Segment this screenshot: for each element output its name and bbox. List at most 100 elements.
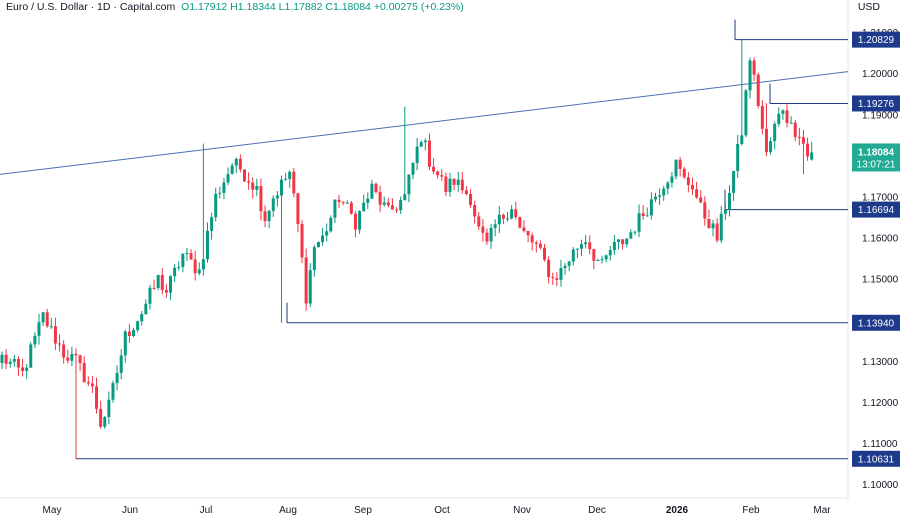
candle-body [197,269,201,274]
candle-body [107,399,111,418]
candle-body [777,113,781,124]
candle-body [748,60,752,91]
candle-body [633,231,637,233]
current-price-tag [852,143,900,172]
candle-body [304,257,308,304]
candle-body [4,354,8,364]
candle-body [695,189,699,198]
candle-body [70,353,74,361]
candle-body [649,199,653,216]
candle-body [370,183,374,199]
candle-body [86,382,90,384]
candle-body [485,232,489,242]
candle-body [185,252,189,254]
candle-body [493,224,497,228]
candle-body [608,250,612,256]
candle-body [625,238,629,245]
x-tick-label: Oct [434,505,450,515]
y-tick-label: 1.19000 [862,110,899,121]
candle-body [148,287,152,304]
candle-body [670,176,674,183]
interval[interactable]: 1D [97,1,111,13]
y-tick-label: 1.17000 [862,193,899,204]
candle-body [723,209,727,214]
candle-body [686,177,690,186]
x-tick-label: 2026 [666,505,689,515]
candle-body [571,249,575,262]
candle-body [288,171,292,179]
candle-body [226,173,230,183]
candle-body [390,205,394,210]
candle-body [641,213,645,217]
candle-body [789,122,793,124]
candle-body [123,331,127,356]
level-price-label: 1.20829 [858,35,895,46]
candle-body [353,213,357,230]
candle-body [201,259,205,270]
candle-body [58,343,62,345]
candle-body [456,179,460,185]
level-price-tag [852,31,900,48]
candle-body [111,383,115,400]
candle-body [292,171,296,194]
candle-body [66,357,70,361]
candle-body [810,152,814,160]
candle-body [514,209,518,218]
candle-body [300,223,304,258]
x-tick-label: Aug [279,505,297,515]
candle-body [510,209,514,219]
candle-body [33,335,37,345]
candle-body [678,159,682,169]
candle-body [707,218,711,229]
x-tick-label: May [43,505,62,515]
candle-body [169,276,173,293]
level-price-tag [852,95,900,112]
candle-body [793,122,797,137]
candle-body [719,213,723,241]
candle-body [674,159,678,177]
candle-body [415,146,419,163]
candle-body [251,182,255,190]
candle-body [127,331,131,336]
x-tick-label: Nov [513,505,531,515]
candle-body [234,158,238,166]
candle-body [682,168,686,178]
candle-body [732,171,736,193]
candle-body [489,227,493,242]
candle-body [473,205,477,217]
candle-body [284,178,288,180]
candle-body [103,417,107,427]
candle-body [12,359,16,362]
candle-body [37,322,41,336]
candle-body [152,287,156,289]
candle-body [156,275,160,288]
candle-body [341,201,345,203]
candle-body [411,162,415,175]
candle-body [690,185,694,190]
ohlc-close: C1.18084 [325,1,371,13]
candle-body [629,232,633,239]
candle-body [534,242,538,244]
level-price-label: 1.19276 [858,99,895,110]
candle-body [440,175,444,177]
candle-body [436,171,440,176]
candle-body [62,344,66,358]
candle-body [41,312,45,323]
candle-body [781,110,785,114]
candle-body [727,192,731,210]
candle-body [427,140,431,167]
candle-body [382,202,386,205]
candle-body [530,235,534,243]
candle-body [460,179,464,191]
candle-body [181,253,185,267]
candle-body [337,199,341,202]
candle-body [329,217,333,232]
candle-body [407,174,411,195]
level-price-label: 1.16694 [858,205,895,216]
candle-body [90,383,94,387]
candle-body [49,326,53,328]
level-price-label: 1.10631 [858,454,895,465]
symbol-name[interactable]: Euro / U.S. Dollar [6,1,88,13]
candle-body [115,373,119,384]
